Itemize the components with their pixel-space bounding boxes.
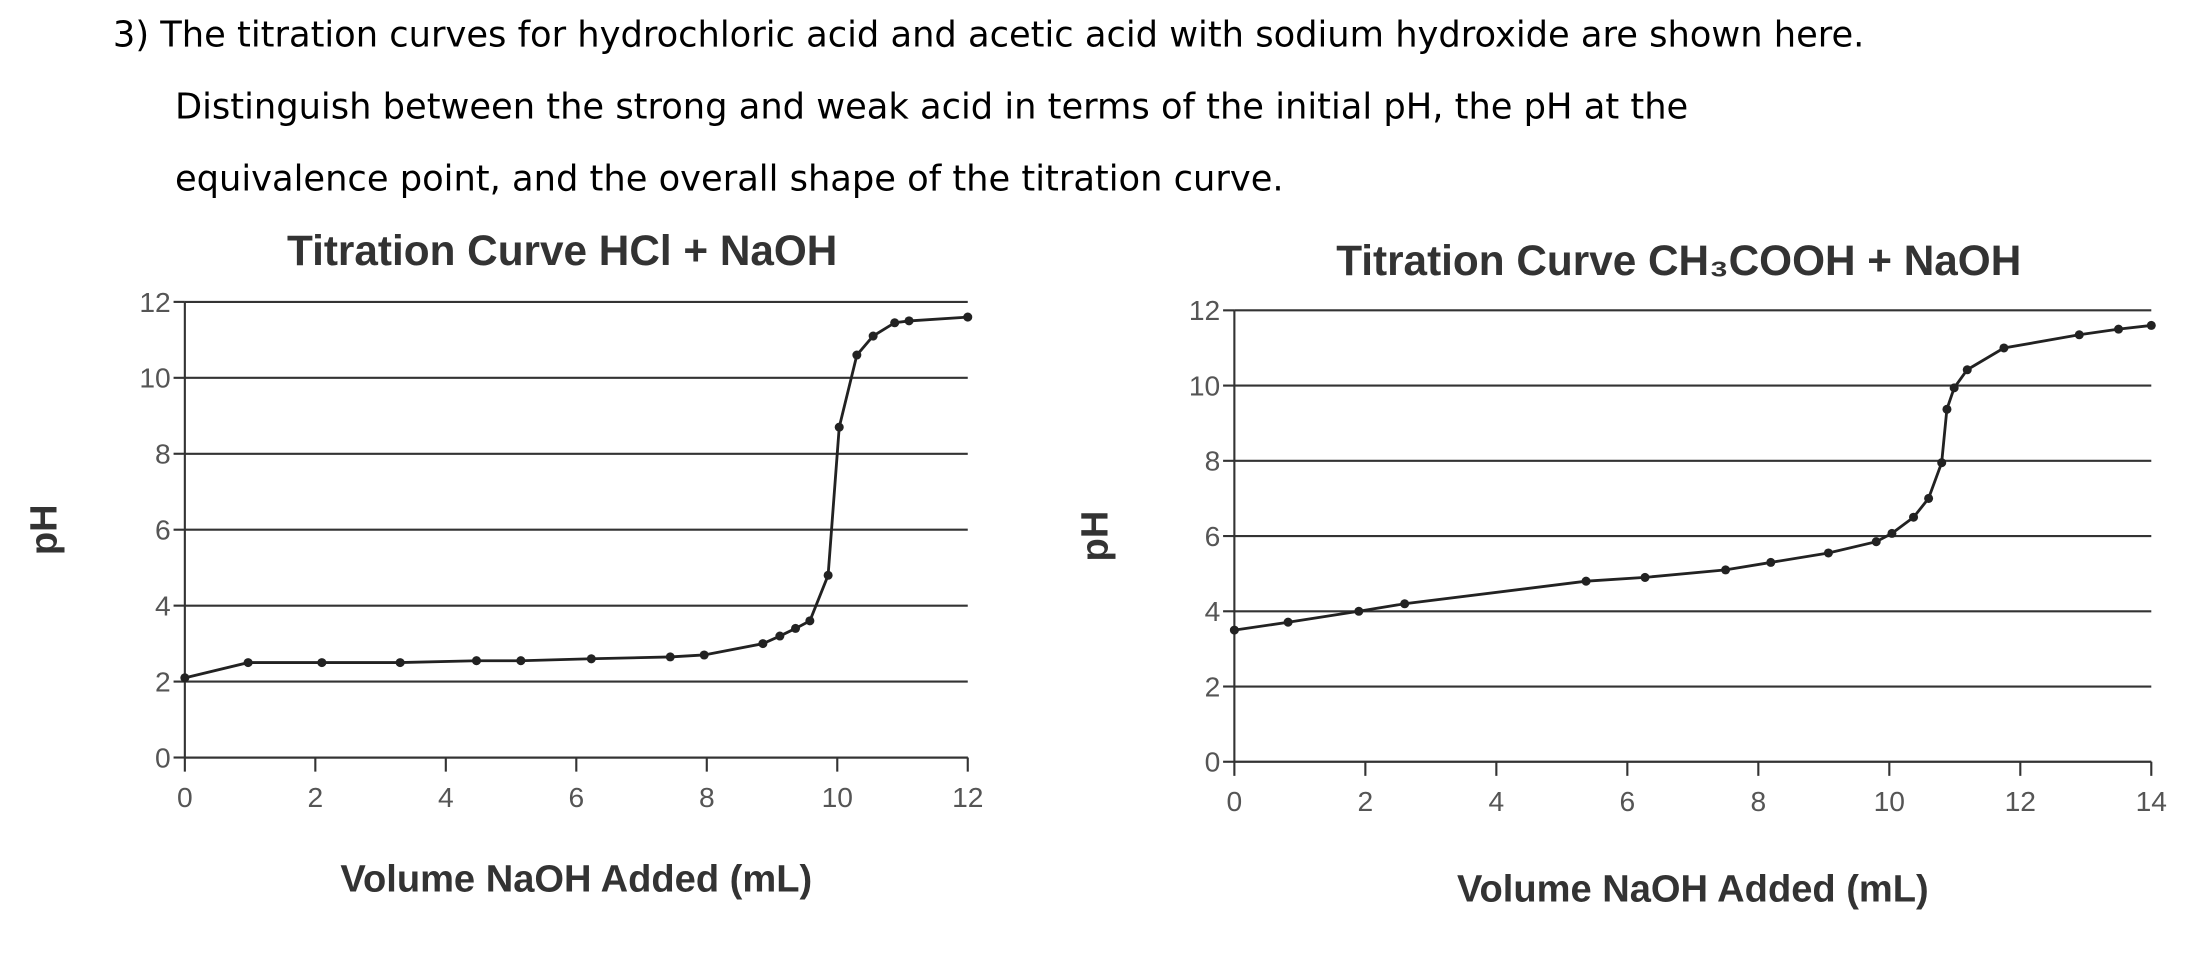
- data-point: [1999, 343, 2009, 353]
- x-tick-label: 12: [952, 781, 983, 813]
- y-axis-label: pH: [1074, 511, 1116, 562]
- y-tick-label: 0: [1205, 746, 1221, 778]
- x-axis-label: Volume NaOH Added (mL): [1457, 868, 1929, 910]
- data-point: [1937, 458, 1947, 468]
- y-tick-label: 8: [155, 438, 171, 470]
- data-point: [516, 656, 526, 666]
- question-line: Distinguish between the strong and weak …: [175, 86, 1688, 127]
- data-point: [699, 650, 709, 660]
- y-tick-label: 6: [155, 514, 171, 546]
- data-point: [823, 570, 833, 580]
- data-point: [2074, 330, 2084, 340]
- data-point: [1400, 599, 1410, 609]
- y-tick-label: 2: [155, 665, 171, 697]
- data-point: [586, 654, 596, 664]
- data-point: [868, 331, 878, 341]
- x-tick-label: 4: [1489, 785, 1505, 817]
- y-tick-label: 6: [1205, 520, 1221, 552]
- x-tick-label: 12: [2005, 785, 2036, 817]
- data-point: [1766, 557, 1776, 567]
- data-point: [834, 422, 844, 432]
- y-tick-label: 4: [155, 590, 171, 622]
- data-point: [1581, 576, 1591, 586]
- data-point: [963, 312, 973, 322]
- data-point: [317, 658, 327, 668]
- chart-title: Titration Curve HCl + NaOH: [287, 227, 837, 274]
- data-point: [904, 316, 914, 326]
- y-axis-label: pH: [23, 504, 65, 555]
- x-tick-label: 8: [699, 781, 715, 813]
- y-tick-label: 10: [139, 362, 170, 394]
- question-line: equivalence point, and the overall shape…: [175, 158, 1284, 199]
- titration-curve: [1234, 324, 2152, 632]
- data-point: [1640, 572, 1650, 582]
- data-point: [890, 318, 900, 328]
- data-point: [1823, 548, 1833, 558]
- y-tick-label: 12: [139, 286, 170, 318]
- x-tick-label: 8: [1750, 785, 1766, 817]
- data-point: [805, 616, 815, 626]
- y-tick-label: 2: [1205, 670, 1221, 702]
- x-tick-label: 0: [1227, 785, 1243, 817]
- x-tick-label: 6: [1619, 785, 1635, 817]
- data-point: [1229, 625, 1239, 635]
- data-point: [2114, 324, 2124, 334]
- data-point: [1909, 512, 1919, 522]
- data-point: [2146, 320, 2156, 330]
- data-point: [1887, 528, 1897, 538]
- data-point: [243, 658, 253, 668]
- x-tick-label: 4: [438, 781, 454, 813]
- data-point: [775, 631, 785, 641]
- data-point: [1942, 404, 1952, 414]
- y-tick-label: 12: [1189, 294, 1220, 326]
- data-point: [1924, 493, 1934, 503]
- data-point: [471, 656, 481, 666]
- data-point: [1721, 565, 1731, 575]
- data-point: [395, 658, 405, 668]
- y-tick-label: 4: [1205, 595, 1221, 627]
- titration-curve: [184, 315, 968, 680]
- y-tick-label: 0: [155, 741, 171, 773]
- data-point: [791, 623, 801, 633]
- x-tick-label: 2: [307, 781, 323, 813]
- x-tick-label: 6: [568, 781, 584, 813]
- data-point: [1962, 365, 1972, 375]
- x-tick-label: 2: [1358, 785, 1374, 817]
- question-line: 3) The titration curves for hydrochloric…: [113, 15, 1865, 56]
- x-axis-label: Volume NaOH Added (mL): [340, 859, 812, 901]
- data-point: [1283, 617, 1293, 627]
- data-point: [1949, 383, 1959, 393]
- x-tick-label: 0: [177, 781, 193, 813]
- x-tick-label: 14: [2136, 785, 2167, 817]
- data-point: [852, 350, 862, 360]
- data-point: [180, 673, 190, 683]
- x-tick-label: 10: [822, 781, 853, 813]
- data-point: [758, 639, 768, 649]
- data-point: [665, 652, 675, 662]
- y-tick-label: 8: [1205, 445, 1221, 477]
- y-tick-label: 10: [1189, 369, 1220, 401]
- chart-title: Titration Curve CH₃COOH + NaOH: [1336, 237, 2021, 284]
- data-point: [1871, 537, 1881, 547]
- data-point: [1354, 606, 1364, 616]
- x-tick-label: 10: [1874, 785, 1905, 817]
